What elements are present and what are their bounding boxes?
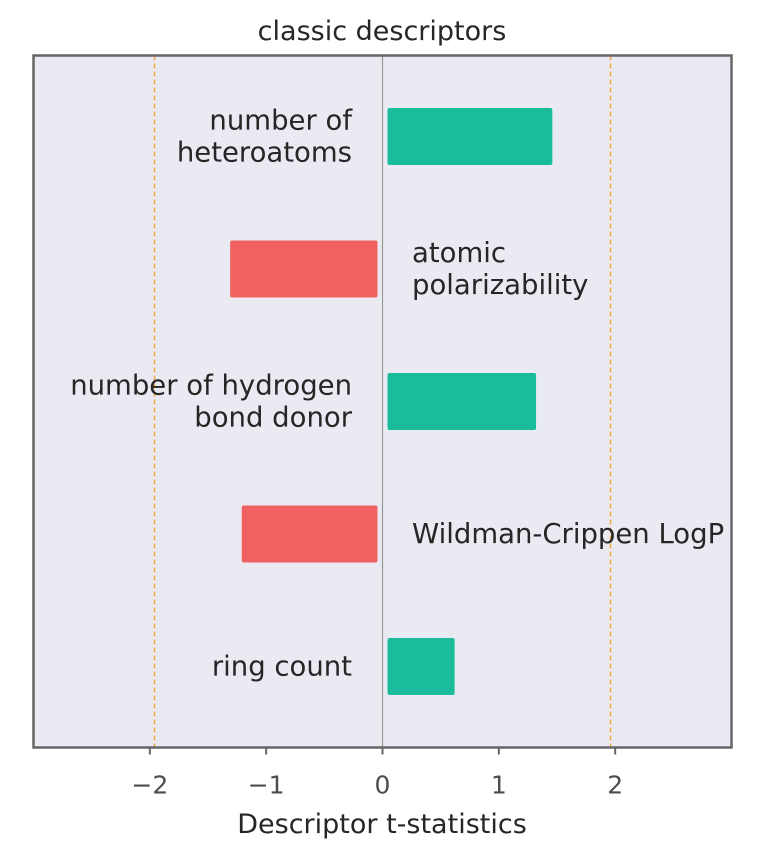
x-axis-label: Descriptor t-statistics: [237, 809, 527, 840]
x-tick-label-0: −2: [131, 771, 168, 800]
category-label-2: number of hydrogen bond donor: [70, 370, 353, 434]
bar-0: [387, 108, 553, 165]
bar-1: [230, 240, 378, 298]
category-label-1: atomic polarizability: [412, 237, 588, 301]
bar-3: [241, 505, 378, 563]
x-tick-label-1: −1: [248, 771, 285, 800]
bar-4: [387, 638, 455, 695]
category-label-3: Wildman-Crippen LogP: [412, 518, 724, 550]
category-label-0: number of heteroatoms: [177, 105, 353, 169]
chart-title: classic descriptors: [258, 16, 507, 47]
x-tick-label-3: 1: [491, 771, 507, 800]
x-tick-label-4: 2: [607, 771, 623, 800]
category-label-4: ring count: [212, 651, 352, 683]
x-tick-label-2: 0: [375, 771, 391, 800]
bar-2: [387, 373, 537, 430]
